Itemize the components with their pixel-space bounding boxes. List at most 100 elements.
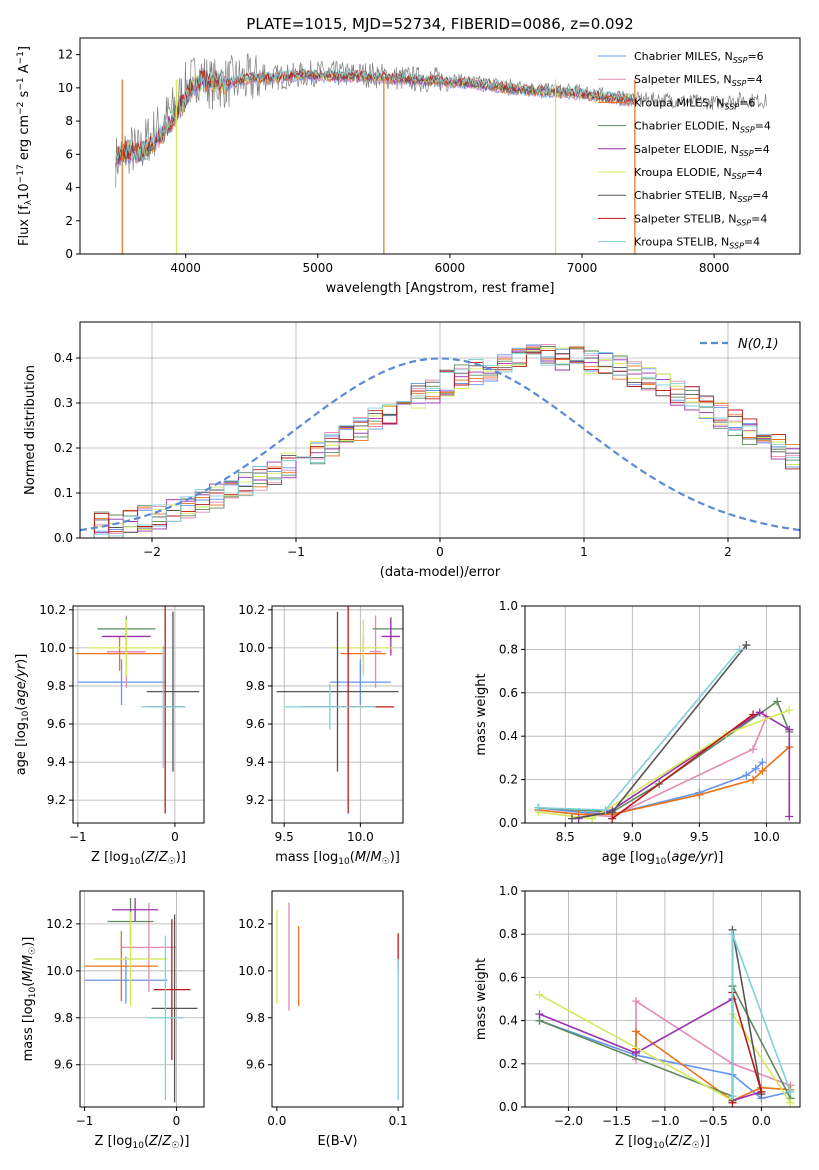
y-tick-label: 2	[65, 214, 73, 228]
errorbar-plot	[276, 606, 403, 814]
legend-text-part: SSP	[736, 218, 751, 227]
label-part: (	[14, 706, 29, 711]
mass-weight-marker	[735, 645, 744, 654]
legend-text-part: =6	[739, 96, 755, 109]
axes-frame	[79, 321, 801, 539]
mass-weight-marker	[742, 641, 751, 650]
y-tick-label: 8	[65, 114, 73, 128]
label-part: s	[17, 90, 32, 101]
label-part: Z [log	[95, 1134, 133, 1149]
label-part: )]	[21, 937, 36, 947]
x-axis-label: E(B-V)	[317, 1134, 357, 1149]
mass-vs-metallicity-panel: −1 09.69.810.010.2Z [log10(Z/Z☉)]mass [lo…	[21, 890, 205, 1151]
label-part: ☉	[692, 1141, 700, 1151]
weight-plot	[535, 925, 795, 1107]
x-tick-label: 0	[171, 830, 179, 844]
label-part: 10	[653, 1141, 665, 1151]
y-tick-label: 0.1	[54, 486, 73, 500]
y-tick-label: 9.6	[246, 717, 265, 731]
y-tick-label: 0.4	[499, 1014, 518, 1028]
label-part: −17	[16, 164, 26, 183]
label-part: /	[158, 1134, 163, 1149]
legend-text-part: SSP	[733, 56, 748, 65]
y-axis-label: Flux [fλ10−17 erg cm−2 s−1 A−1]	[16, 46, 34, 246]
x-tick-label: −1.5	[602, 1114, 631, 1128]
legend-text-part: Chabrier MILES, N	[634, 50, 733, 63]
legend-entry: Salpeter STELIB, NSSP=4	[634, 212, 767, 227]
y-tick-label: 9.8	[246, 679, 265, 693]
axes-frame	[524, 605, 801, 824]
mass-weight-vs-age-panel: 8.5 9.0 9.5 10.0 0.0 0.2 0.4 0.6 0.8 1.0 age [log1…	[474, 599, 801, 867]
weight-plot	[534, 641, 794, 823]
legend-entry: Salpeter MILES, NSSP=4	[634, 73, 763, 88]
label-part: (	[664, 1134, 669, 1149]
y-tick-label: 10.0	[238, 641, 265, 655]
label-part: 10	[21, 710, 31, 722]
x-tick-label: −1.0	[650, 1114, 679, 1128]
y-tick-label: 10.2	[39, 603, 66, 617]
mass-weight-vs-metallicity-panel: −2.0 −1.5 −1.0 −0.5 0.0 0.0 0.2 0.4 0.6 0.8 1.0 Z […	[474, 884, 801, 1151]
y-tick-label: 9.6	[54, 1058, 73, 1072]
x-tick-label: 5000	[303, 261, 334, 275]
label-part: )]	[176, 850, 186, 865]
label-part: Z	[682, 1134, 693, 1149]
label-part: 10	[132, 1141, 144, 1151]
legend-text-part: Chabrier ELODIE, N	[634, 120, 740, 133]
y-tick-label: 9.6	[246, 1058, 265, 1072]
label-part: (	[21, 982, 36, 987]
x-tick-label: 8000	[699, 261, 730, 275]
x-tick-label: −1	[69, 830, 87, 844]
y-tick-label: 0.8	[499, 642, 518, 656]
mass-vs-extinction-panel: 0.0 0.1 9.6 9.8 10.0 10.2 E(B-V)	[238, 890, 408, 1149]
y-tick-label: 9.2	[246, 793, 265, 807]
spectrum-panel: 4000 5000 6000 7000 8000 0 2 4 6 8 10 12 PLATE=1015,…	[16, 15, 801, 296]
legend-entry: Chabrier MILES, NSSP=6	[634, 50, 764, 65]
y-tick-label: 0.3	[54, 396, 73, 410]
y-axis-label: mass weight	[474, 673, 489, 755]
mass-weight-marker	[751, 764, 760, 773]
label-part: age/yr	[14, 662, 29, 705]
x-tick-label: 10.0	[753, 830, 780, 844]
label-part: 10	[17, 183, 32, 200]
label-part: (	[144, 1134, 149, 1149]
legend-text-part: SSP	[729, 242, 744, 251]
mass-weight-line	[539, 997, 762, 1102]
x-tick-label: 1	[580, 545, 588, 559]
label-part: )]	[14, 654, 29, 664]
legend-entry: Salpeter ELODIE, NSSP=4	[634, 143, 770, 158]
mass-weight-marker	[758, 758, 767, 767]
y-tick-label: 0.6	[499, 686, 518, 700]
axes-frame	[79, 37, 801, 255]
y-tick-label: 0.0	[499, 1100, 518, 1114]
x-tick-label: 10.0	[347, 830, 374, 844]
legend-text-part: =4	[754, 143, 770, 156]
label-part: λ	[24, 199, 34, 205]
chart-title: PLATE=1015, MJD=52734, FIBERID=0086, z=0…	[246, 15, 633, 33]
legend-text-part: Salpeter MILES, N	[634, 73, 732, 86]
legend-text-part: SSP	[732, 172, 747, 181]
mass-weight-marker	[728, 930, 737, 939]
model-spectrum-line	[115, 67, 635, 164]
mass-weight-marker	[773, 697, 782, 706]
label-part: M	[370, 850, 381, 865]
label-part: )]	[713, 850, 723, 865]
axes-frame	[72, 605, 205, 824]
x-axis-label: mass [log10(M/M☉)]	[275, 850, 400, 867]
y-tick-label: 0.8	[499, 927, 518, 941]
y-tick-label: 9.8	[246, 1011, 265, 1025]
label-part: ]	[17, 46, 32, 51]
label-part: 10	[129, 857, 141, 867]
x-tick-label: 0.0	[752, 1114, 771, 1128]
mass-weight-marker	[749, 710, 758, 719]
label-part: )]	[700, 1134, 710, 1149]
label-part: /	[366, 850, 371, 865]
y-tick-label: 9.8	[54, 1011, 73, 1025]
y-tick-label: 10.0	[46, 964, 73, 978]
x-tick-label: 9.0	[623, 830, 642, 844]
x-axis-label: wavelength [Angstrom, rest frame]	[326, 281, 555, 296]
mass-weight-marker	[785, 706, 794, 715]
legend-text-part: =4	[744, 236, 760, 249]
label-part: Z [log	[91, 850, 129, 865]
